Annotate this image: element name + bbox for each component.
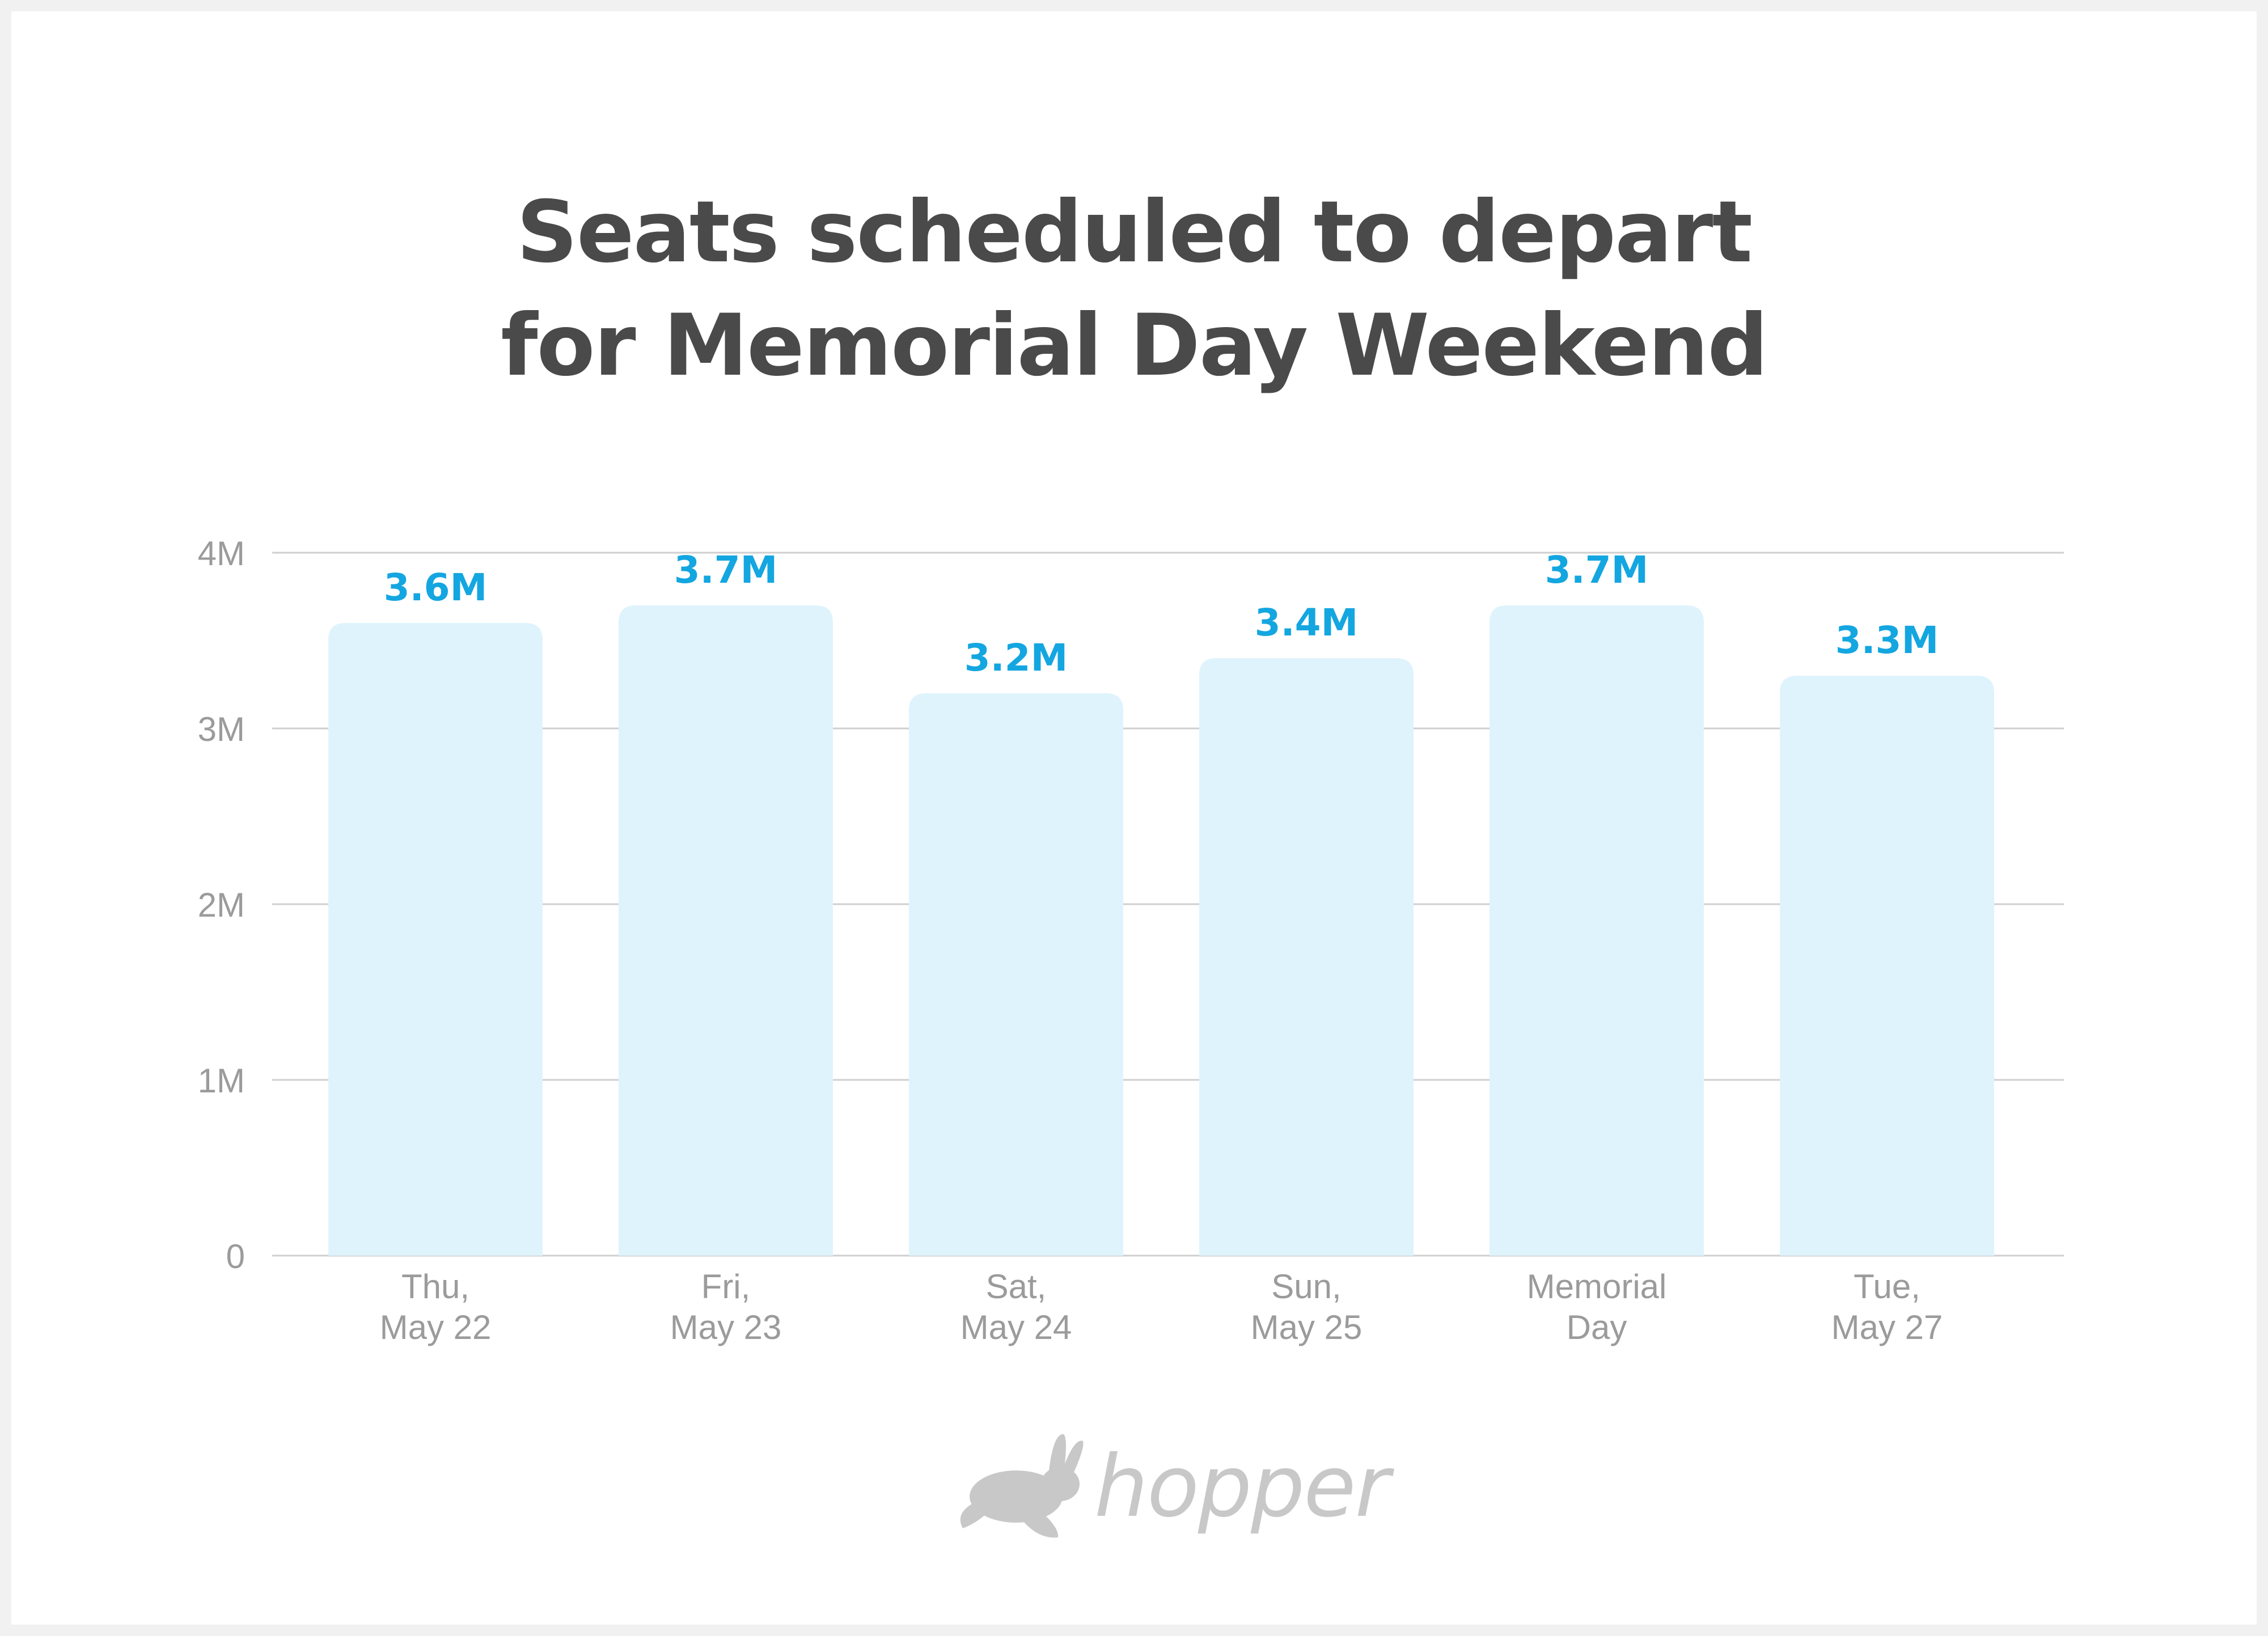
- x-tick-label: Tue,: [1854, 1268, 1920, 1306]
- data-label: 3.7M: [674, 548, 778, 592]
- x-tick-label: May 24: [960, 1308, 1072, 1346]
- data-label: 3.7M: [1545, 548, 1649, 592]
- hopper-wordmark: hopper: [1094, 1438, 1390, 1536]
- x-tick-label: Sun,: [1271, 1268, 1341, 1306]
- rabbit-icon: [960, 1434, 1084, 1538]
- bar-chart: 3.6M 3.7M3.2M3.4M3.7M3.3M 01M2M3M4MThu,Ma…: [198, 535, 2064, 1346]
- x-tick-label: May 22: [380, 1308, 492, 1346]
- x-tick-label: Day: [1567, 1308, 1627, 1346]
- x-tick-label: May 23: [670, 1308, 782, 1346]
- x-tick-label: May 27: [1831, 1308, 1943, 1346]
- chart-title-line-1: Seats scheduled to depart: [516, 183, 1753, 282]
- bar: [619, 605, 833, 1256]
- gridlines: [272, 552, 2064, 1257]
- axes: 0 1M 2M 3M 4M Thu,May 22 Fri,May 23 Sat,May 24 S…: [198, 535, 1943, 1346]
- y-tick-label: 1M: [198, 1062, 245, 1100]
- data-label: 3.2M: [964, 636, 1068, 680]
- bar: [1780, 676, 1994, 1256]
- bar: [909, 693, 1123, 1256]
- bars: [328, 605, 1994, 1256]
- x-tick-label: Fri,: [701, 1268, 751, 1306]
- data-label: 3.6M: [384, 566, 488, 609]
- chart-card: Seats scheduled to depart for Memorial D…: [11, 11, 2257, 1625]
- x-tick-label: Memorial: [1527, 1268, 1667, 1306]
- y-tick-label: 0: [226, 1237, 245, 1275]
- bar: [1490, 605, 1704, 1256]
- x-tick-label: Thu,: [401, 1268, 469, 1306]
- data-label: 3.4M: [1255, 601, 1359, 645]
- data-labels: 3.6M 3.7M 3.2M 3.4M 3.7M 3.3M: [384, 548, 1939, 680]
- chart-title: Seats scheduled to depart for Memorial D…: [11, 176, 2257, 402]
- data-label: 3.3M: [1835, 618, 1939, 662]
- x-tick-label: May 25: [1251, 1308, 1363, 1346]
- hopper-logo: hopper: [953, 1429, 1390, 1553]
- bar: [328, 623, 543, 1256]
- y-tick-label: 4M: [198, 535, 245, 573]
- y-tick-label: 3M: [198, 710, 245, 748]
- x-tick-label: Sat,: [986, 1268, 1047, 1306]
- y-tick-label: 2M: [198, 886, 245, 924]
- chart-title-line-2: for Memorial Day Weekend: [501, 296, 1768, 395]
- bar: [1199, 658, 1414, 1256]
